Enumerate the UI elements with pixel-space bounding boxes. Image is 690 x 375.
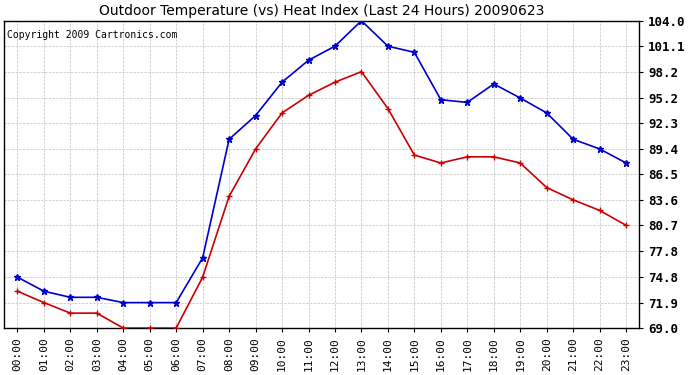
Title: Outdoor Temperature (vs) Heat Index (Last 24 Hours) 20090623: Outdoor Temperature (vs) Heat Index (Las… — [99, 4, 544, 18]
Text: Copyright 2009 Cartronics.com: Copyright 2009 Cartronics.com — [8, 30, 178, 40]
